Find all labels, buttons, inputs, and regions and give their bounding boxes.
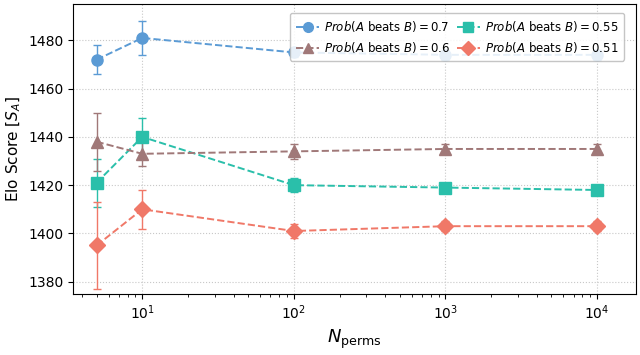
Legend: $\mathit{Prob}(A\ \mathrm{beats}\ B) = 0.7$, $\mathit{Prob}(A\ \mathrm{beats}\ B: $\mathit{Prob}(A\ \mathrm{beats}\ B) = 0…	[290, 13, 624, 61]
X-axis label: $N_{\mathrm{perms}}$: $N_{\mathrm{perms}}$	[327, 328, 382, 351]
Y-axis label: Elo Score $[S_A]$: Elo Score $[S_A]$	[4, 96, 22, 202]
